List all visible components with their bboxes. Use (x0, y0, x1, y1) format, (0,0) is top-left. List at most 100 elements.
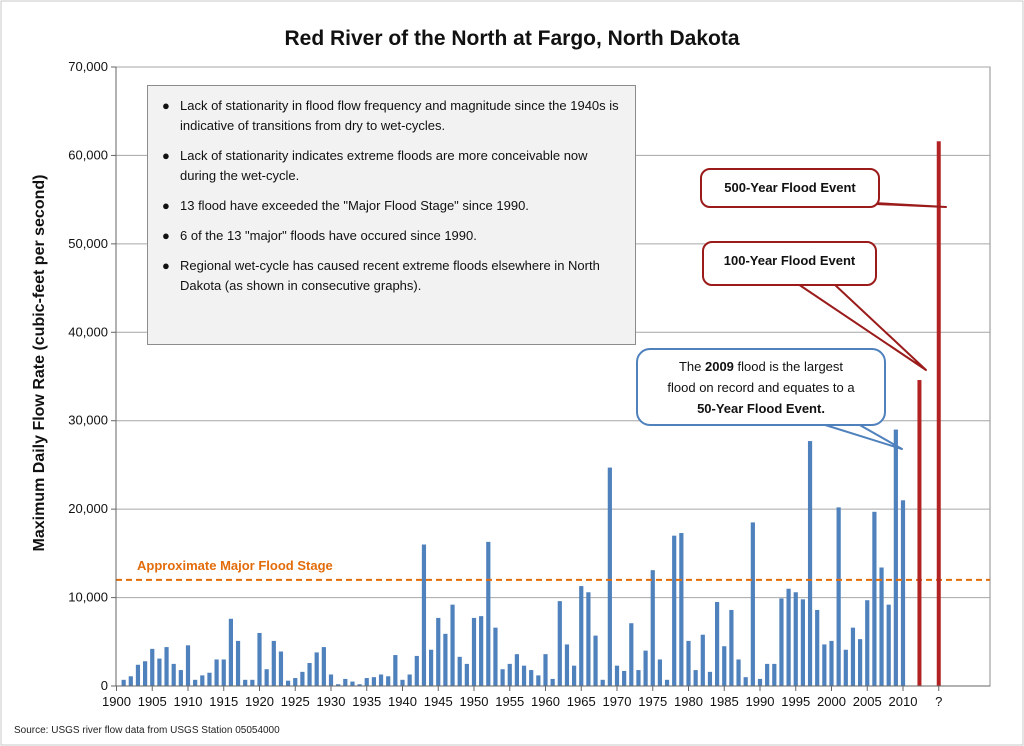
bar (135, 664, 141, 686)
bar (500, 669, 505, 686)
bar (872, 511, 877, 686)
bar (664, 679, 670, 686)
bar (378, 674, 384, 686)
bar (550, 678, 555, 686)
bar (815, 609, 820, 686)
note-item: ● 13 flood have exceeded the "Major Flood… (162, 196, 623, 216)
x-tick-label: 1920 (245, 694, 274, 709)
bar (650, 570, 655, 686)
bar (278, 651, 284, 686)
bar (479, 616, 484, 686)
x-tick-label: 1945 (424, 694, 453, 709)
bar (743, 677, 748, 686)
chart-title: Red River of the North at Fargo, North D… (284, 27, 739, 50)
y-axis-ticks: 0 10,000 20,000 30,000 40,000 50,000 60,000 70,… (68, 59, 116, 693)
x-tick-label: 1910 (174, 694, 203, 709)
bar (364, 678, 369, 686)
bar (536, 675, 541, 686)
bullet-icon: ● (162, 198, 170, 213)
x-tick-label: ? (935, 694, 942, 709)
bar (464, 663, 469, 686)
projection-bar (917, 380, 922, 686)
x-tick-label: 1925 (281, 694, 310, 709)
x-tick-label: 1960 (531, 694, 560, 709)
bar (257, 632, 262, 686)
bar (328, 674, 334, 686)
source-note: Source: USGS river flow data from USGS S… (14, 725, 280, 736)
bar (586, 592, 591, 686)
y-tick-label: 10,000 (68, 590, 108, 605)
bar (128, 676, 133, 686)
bar (514, 654, 519, 686)
bar (150, 648, 155, 686)
bar (143, 661, 148, 686)
x-tick-label: 1930 (317, 694, 346, 709)
axes (115, 67, 990, 687)
bar (765, 663, 770, 686)
x-tick-label: 1935 (352, 694, 381, 709)
note-item: ● Regional wet-cycle has caused recent ex… (162, 258, 600, 293)
y-tick-label: 60,000 (68, 147, 108, 162)
bar (307, 663, 312, 686)
bar (829, 640, 834, 686)
bar (793, 592, 798, 686)
x-axis-ticks: 1900 1905 1910 1915 1920 1925 1930 1935 1940 1945… (102, 686, 942, 709)
bar (121, 679, 126, 686)
bar (614, 665, 620, 686)
y-tick-label: 40,000 (68, 324, 108, 339)
bar (386, 676, 391, 686)
bar (521, 665, 527, 686)
x-tick-label: 1970 (603, 694, 632, 709)
bar (543, 654, 548, 686)
y-tick-label: 0 (101, 678, 108, 693)
bar (193, 679, 198, 686)
note-item: ● Lack of stationarity in flood flow freq… (162, 98, 619, 133)
bar (357, 684, 362, 686)
callout-100-year: 100-Year Flood Event (702, 241, 877, 286)
bar (207, 672, 212, 686)
bar (157, 658, 162, 686)
bar (336, 684, 341, 686)
bar (865, 600, 870, 686)
bar (235, 640, 241, 686)
callout-500-year: 500-Year Flood Event (700, 168, 880, 208)
bar (858, 639, 863, 686)
bar (250, 679, 255, 686)
bar (421, 544, 427, 686)
bar (822, 644, 827, 686)
bar (707, 671, 713, 686)
callout-100-year-text: 100-Year Flood Event (723, 253, 856, 268)
x-tick-label: 2005 (853, 694, 882, 709)
bar (700, 634, 705, 686)
bar (471, 617, 477, 686)
x-tick-label: 1915 (209, 694, 238, 709)
bar (657, 659, 662, 686)
bar (900, 500, 906, 686)
bar (400, 679, 405, 686)
note-item: ● 6 of the 13 "major" floods have occured… (162, 226, 623, 246)
bar (450, 604, 455, 686)
bar (343, 678, 348, 686)
projection-lines (917, 141, 941, 686)
bar (436, 617, 441, 686)
x-tick-label: 1990 (746, 694, 775, 709)
bar (243, 679, 248, 686)
x-tick-label: 1975 (638, 694, 667, 709)
bar (314, 652, 319, 686)
bar (164, 647, 169, 686)
bar (750, 522, 755, 686)
bar (807, 441, 813, 686)
bar (393, 655, 398, 686)
bar (214, 659, 219, 686)
major-flood-stage-label: Approximate Major Flood Stage (137, 558, 333, 573)
bar (507, 663, 512, 686)
bar (443, 633, 448, 686)
x-tick-label: 1900 (102, 694, 131, 709)
bar (607, 467, 612, 686)
bar (679, 533, 684, 686)
bar (850, 627, 856, 686)
x-tick-label: 1965 (567, 694, 596, 709)
bar (529, 670, 534, 686)
bar (693, 670, 698, 686)
y-tick-label: 50,000 (68, 236, 108, 251)
